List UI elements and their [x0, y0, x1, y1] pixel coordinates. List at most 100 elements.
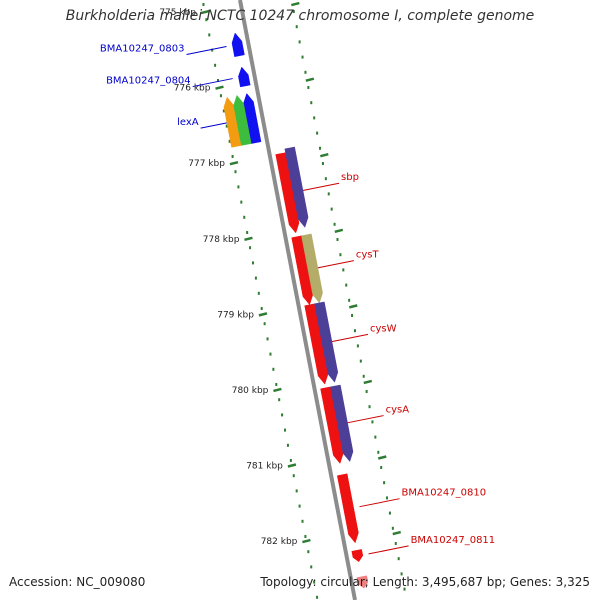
ruler-major-tick — [229, 161, 239, 166]
ruler-tick-label: 779 kbp — [217, 310, 254, 320]
ruler-dot — [356, 344, 359, 348]
gene-feature-sbp[interactable] — [275, 152, 300, 234]
ruler-dot — [260, 307, 263, 310]
gene-label[interactable]: BMA10247_0803 — [100, 43, 185, 54]
gene-label-leader — [359, 498, 400, 508]
ruler-dot — [231, 155, 234, 158]
ruler-tick-label: 780 kbp — [232, 386, 269, 396]
ruler-dot — [298, 40, 301, 44]
ruler-dot — [249, 246, 252, 250]
ruler-major-tick — [215, 85, 224, 90]
gene-label[interactable]: sbp — [341, 172, 359, 183]
ruler-dot — [321, 162, 324, 165]
gene-feature[interactable] — [284, 146, 309, 228]
gene-label[interactable]: BMA10247_0811 — [411, 535, 496, 546]
ruler-dot — [205, 18, 208, 22]
map-title: Burkholderia mallei NCTC 10247 chromosom… — [65, 8, 535, 24]
ruler-dot — [225, 124, 228, 128]
ruler-dot — [257, 291, 260, 295]
accession-text: Accession: NC_009080 — [9, 575, 146, 589]
ruler-dot — [208, 33, 211, 37]
ruler-dot — [269, 352, 272, 356]
ruler-dot — [388, 511, 391, 515]
ruler-tick-label: 778 kbp — [203, 235, 240, 245]
ruler-major-tick — [392, 530, 402, 536]
ruler-dot — [400, 572, 403, 576]
ruler-major-tick — [273, 387, 282, 393]
gene-label-leader — [343, 415, 384, 425]
ruler-tick-label: 777 kbp — [188, 159, 225, 169]
ruler-dot — [345, 283, 348, 287]
ruler-dot — [275, 383, 278, 386]
ruler-dot — [295, 25, 298, 29]
ruler-dot — [348, 298, 351, 302]
ruler-dot — [289, 459, 292, 462]
gene-feature-cysw[interactable] — [304, 303, 329, 385]
gene-label[interactable]: cysW — [370, 323, 397, 334]
ruler-dot — [313, 580, 316, 584]
gene-label[interactable]: cysT — [356, 250, 380, 261]
ruler-dot — [403, 587, 406, 591]
ruler-tick-label: 776 kbp — [174, 84, 211, 94]
gene-feature[interactable] — [314, 301, 339, 383]
gene-feature[interactable] — [330, 384, 354, 463]
ruler-dot — [278, 398, 281, 402]
ruler-dot — [371, 420, 374, 424]
ruler-dot — [330, 207, 333, 211]
ruler-major-tick — [320, 153, 329, 158]
ruler-dot — [214, 63, 217, 67]
ruler-dot — [391, 526, 394, 530]
gene-label[interactable]: lexA — [177, 117, 199, 128]
genome-summary-text: Topology: circular; Length: 3,495,687 bp… — [260, 575, 590, 589]
ruler-major-tick — [244, 236, 253, 242]
ruler-dot — [222, 109, 225, 113]
gene-label[interactable]: BMA10247_0810 — [402, 488, 487, 499]
ruler-dot — [202, 3, 205, 6]
ruler-dot — [397, 557, 400, 561]
ruler-dot — [286, 443, 289, 447]
ruler-major-tick — [291, 1, 300, 7]
ruler-dot — [284, 428, 287, 432]
ruler-dot — [353, 329, 356, 333]
ruler-tick-label: 782 kbp — [261, 537, 298, 547]
ruler-dot — [307, 86, 310, 89]
gene-feature-bma10247-0810[interactable] — [337, 473, 359, 544]
ruler-dot — [327, 192, 330, 196]
gene-feature-cysa[interactable] — [320, 386, 344, 464]
ruler-dot — [307, 550, 310, 554]
gene-feature[interactable] — [233, 94, 252, 146]
gene-feature-lexa[interactable] — [243, 92, 262, 144]
ruler-dot — [342, 268, 345, 272]
gene-label[interactable]: cysA — [386, 405, 410, 416]
ruler-dot — [292, 474, 295, 478]
gene-feature-bma10247-0811[interactable] — [351, 549, 364, 563]
ruler-major-tick — [334, 228, 344, 234]
ruler-dot — [365, 390, 368, 393]
ruler-major-tick — [348, 304, 358, 309]
gene-label[interactable]: BMA10247_0804 — [106, 76, 191, 87]
gene-feature-bma10247-0804[interactable] — [238, 66, 251, 88]
gene-feature[interactable] — [356, 575, 369, 589]
gene-feature-cyst[interactable] — [291, 235, 314, 306]
ruler-major-tick — [305, 77, 315, 82]
ruler-dot — [333, 222, 336, 226]
gene-feature-bma10247-0803[interactable] — [231, 32, 245, 57]
ruler-dot — [234, 170, 237, 174]
ruler-dot — [219, 94, 222, 98]
gene-feature[interactable] — [301, 233, 323, 304]
ruler-dot — [251, 261, 254, 265]
gene-feature[interactable] — [223, 96, 242, 148]
ruler-dot — [301, 519, 304, 523]
ruler-dot — [263, 322, 266, 326]
ruler-dot — [237, 185, 240, 189]
ruler-dot — [383, 481, 386, 485]
gene-label-leader — [192, 78, 233, 88]
ruler-dot — [324, 177, 327, 181]
ruler-dot — [304, 535, 307, 538]
ruler-major-tick — [302, 538, 311, 544]
ruler-dot — [313, 116, 316, 120]
ruler-dot — [295, 489, 298, 493]
ruler-dot — [394, 542, 397, 545]
ruler-major-tick — [377, 455, 387, 460]
ruler-dot — [240, 200, 243, 204]
